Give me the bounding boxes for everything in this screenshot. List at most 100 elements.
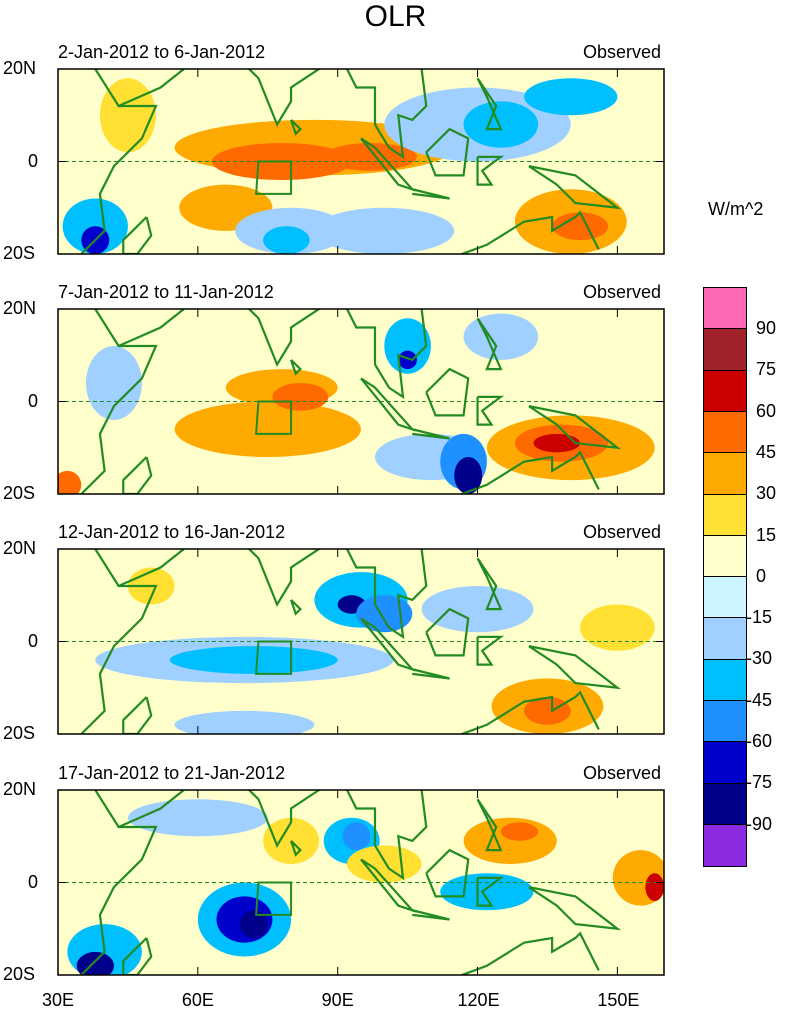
- coastline: [80, 549, 158, 734]
- figure-title: OLR: [364, 0, 427, 33]
- anomaly-contour: [463, 313, 539, 360]
- y-tick-label: 20S: [3, 483, 36, 503]
- coastline: [458, 450, 600, 494]
- coastline: [80, 790, 158, 975]
- colorbar-swatch: [703, 410, 747, 455]
- coastline: [412, 909, 450, 921]
- anomaly-contour: [398, 350, 417, 370]
- coastline: [425, 607, 470, 657]
- colorbar-label: -45: [746, 689, 773, 710]
- colorbar-swatch: [703, 287, 747, 331]
- panel-period: 17-Jan-2012 to 21-Jan-2012: [58, 763, 286, 783]
- y-tick-label: 0: [28, 150, 39, 171]
- y-tick-label: 20N: [3, 58, 37, 78]
- coastline: [247, 69, 322, 127]
- colorbar-swatch: [703, 534, 747, 579]
- coastline: [458, 210, 600, 254]
- panel-source-label: Observed: [582, 763, 661, 783]
- colorbar-label: 15: [756, 524, 777, 545]
- panel-period: 2-Jan-2012 to 6-Jan-2012: [58, 42, 266, 62]
- coastline: [412, 668, 450, 680]
- anomaly-contour: [421, 586, 534, 633]
- anomaly-contour: [384, 318, 431, 374]
- index-box: [255, 640, 293, 675]
- anomaly-contour: [347, 845, 422, 883]
- y-tick-label: 0: [28, 630, 39, 651]
- anomaly-contour: [463, 101, 539, 148]
- y-tick-label: 0: [28, 871, 39, 892]
- coastline: [528, 886, 622, 931]
- x-tick-label: 60E: [181, 990, 214, 1010]
- coastline: [290, 840, 302, 857]
- coastline: [476, 557, 503, 611]
- y-tick-label: 20N: [3, 538, 37, 558]
- coastline: [346, 309, 428, 400]
- coastline: [118, 790, 185, 829]
- coastline: [80, 309, 158, 494]
- anomaly-contour: [440, 873, 534, 911]
- coastline: [528, 645, 622, 690]
- coastline: [476, 876, 505, 907]
- coastline: [118, 69, 185, 108]
- panel-period: 7-Jan-2012 to 11-Jan-2012: [58, 282, 274, 302]
- coastline: [290, 359, 302, 376]
- panel-source-label: Observed: [582, 42, 661, 62]
- panel-source-label: Observed: [582, 282, 661, 302]
- coastline: [122, 216, 153, 254]
- coastline: [476, 635, 505, 666]
- map-panel: [58, 309, 664, 494]
- colorbar-label: 75: [756, 359, 777, 380]
- colorbar-swatch: [703, 782, 747, 826]
- coastline: [247, 549, 322, 607]
- colorbar-label: -15: [746, 607, 773, 628]
- coastline: [346, 790, 428, 881]
- coastline: [122, 456, 153, 494]
- coastline: [476, 77, 503, 131]
- anomaly-contour: [58, 470, 82, 494]
- anomaly-contour: [342, 822, 371, 851]
- colorbar-swatch: [703, 700, 747, 744]
- coastline: [247, 790, 322, 848]
- coastline: [346, 549, 428, 640]
- anomaly-contour: [169, 646, 338, 674]
- anomaly-contour: [263, 226, 310, 254]
- colorbar-swatch: [703, 741, 747, 785]
- coastline: [412, 188, 450, 200]
- colorbar-swatch: [703, 823, 747, 868]
- colorbar-label: 60: [756, 400, 777, 421]
- colorbar-swatch: [703, 658, 747, 702]
- x-tick-label: 120E: [457, 990, 500, 1010]
- anomaly-contour: [580, 604, 655, 651]
- map-panel: [58, 549, 664, 734]
- anomaly-contour: [500, 822, 539, 841]
- anomaly-contour: [533, 433, 581, 453]
- panel-period: 12-Jan-2012 to 16-Jan-2012: [58, 522, 286, 542]
- coastline: [425, 848, 470, 898]
- coastline: [528, 165, 622, 210]
- colorbar-swatch: [703, 617, 747, 661]
- anomaly-contour: [524, 697, 571, 725]
- coastline: [290, 599, 302, 616]
- colorbar-label: -75: [746, 772, 773, 793]
- coastline: [458, 931, 600, 975]
- coastline: [425, 367, 470, 417]
- colorbar-swatch: [703, 328, 747, 372]
- anomaly-contour: [174, 710, 315, 734]
- colorbar-label: 0: [756, 565, 767, 586]
- y-tick-label: 20N: [3, 779, 37, 799]
- anomaly-contour: [85, 346, 142, 420]
- coastline: [118, 549, 185, 588]
- anomaly-contour: [174, 401, 361, 457]
- index-box: [255, 160, 293, 195]
- colorbar-label: 90: [756, 318, 777, 338]
- anomaly-contour: [356, 595, 413, 633]
- colorbar-swatch: [703, 493, 747, 537]
- coastline: [290, 119, 302, 136]
- colorbar-units: W/m^2: [708, 199, 764, 219]
- anomaly-contour: [552, 212, 609, 241]
- map-panel: [58, 69, 664, 254]
- x-tick-label: 90E: [321, 990, 354, 1010]
- colorbar-label: 45: [756, 441, 777, 462]
- coastline: [528, 405, 622, 450]
